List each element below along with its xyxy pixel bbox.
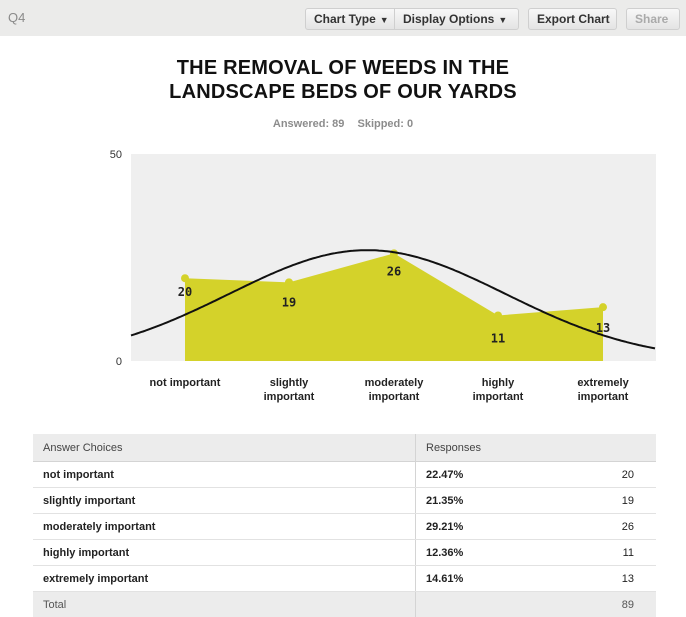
row-percent: 12.36% xyxy=(415,539,556,566)
total-label: Total xyxy=(33,591,416,617)
chevron-down-icon: ▼ xyxy=(379,15,389,25)
row-percent: 21.35% xyxy=(415,487,556,514)
response-stats: Answered: 89 Skipped: 0 xyxy=(0,118,686,130)
row-percent: 22.47% xyxy=(415,461,556,488)
table-row: slightly important 21.35% 19 xyxy=(33,487,656,514)
table-total-row: Total 89 xyxy=(33,591,656,617)
data-point xyxy=(285,278,293,287)
table-row: not important 22.47% 20 xyxy=(33,461,656,488)
data-label: 13 xyxy=(596,321,610,335)
data-point xyxy=(494,311,502,320)
table-header-row: Answer Choices Responses xyxy=(33,434,656,462)
x-tick-label: slightly xyxy=(270,377,309,389)
data-label: 11 xyxy=(491,331,505,345)
question-label: Q4 xyxy=(8,10,26,25)
row-count: 11 xyxy=(556,539,656,566)
table-row: highly important 12.36% 11 xyxy=(33,539,656,566)
x-tick-label: not important xyxy=(150,377,221,389)
chevron-down-icon: ▼ xyxy=(498,15,508,25)
row-percent: 14.61% xyxy=(415,565,556,592)
answered-count: Answered: 89 xyxy=(272,118,345,130)
data-label: 19 xyxy=(282,295,296,309)
row-choice: slightly important xyxy=(33,487,416,514)
x-tick-label: moderately xyxy=(365,377,425,389)
row-count: 19 xyxy=(556,487,656,514)
display-options-label: Display Options xyxy=(403,12,495,26)
row-choice: extremely important xyxy=(33,565,416,592)
x-tick-label: important xyxy=(578,391,629,403)
row-choice: highly important xyxy=(33,539,416,566)
chart-title-line1: THE REMOVAL OF WEEDS IN THE xyxy=(176,57,510,79)
y-tick-label: 0 xyxy=(116,356,122,368)
x-tick-label: highly xyxy=(482,377,515,389)
area-chart: 0 50 20 19 26 11 13 not important slightly import… xyxy=(110,149,656,403)
x-tick-label: important xyxy=(264,391,315,403)
x-tick-label: extremely xyxy=(577,377,629,389)
row-count: 26 xyxy=(556,513,656,540)
row-count: 20 xyxy=(556,461,656,488)
y-tick-label: 50 xyxy=(110,149,122,161)
total-spacer xyxy=(415,591,556,617)
toolbar: Q4 Chart Type ▼ Display Options ▼ Export C… xyxy=(0,0,686,36)
responses-table: Answer Choices Responses not important 2… xyxy=(33,434,656,617)
normal-curve xyxy=(130,249,656,350)
data-point xyxy=(599,303,607,312)
data-label: 20 xyxy=(178,285,192,299)
chart-title-line2: LANDSCAPE BEDS OF OUR YARDS xyxy=(169,81,517,103)
data-label: 26 xyxy=(387,264,401,278)
chart-type-label: Chart Type xyxy=(314,12,376,26)
x-tick-label: important xyxy=(473,391,524,403)
export-chart-button[interactable]: Export Chart xyxy=(528,8,617,30)
row-choice: moderately important xyxy=(33,513,416,540)
table-row: extremely important 14.61% 13 xyxy=(33,565,656,592)
data-point xyxy=(181,274,189,283)
area-series xyxy=(185,253,603,361)
row-count: 13 xyxy=(556,565,656,592)
header-answer-choices: Answer Choices xyxy=(33,434,416,462)
header-responses: Responses xyxy=(415,434,656,462)
total-value: 89 xyxy=(556,591,656,617)
chart-type-button[interactable]: Chart Type ▼ xyxy=(305,8,395,30)
chart-title: THE REMOVAL OF WEEDS IN THE LANDSCAPE BE… xyxy=(0,56,686,104)
row-choice: not important xyxy=(33,461,416,488)
display-options-button[interactable]: Display Options ▼ xyxy=(395,8,519,30)
row-percent: 29.21% xyxy=(415,513,556,540)
table-row: moderately important 29.21% 26 xyxy=(33,513,656,540)
skipped-count: Skipped: 0 xyxy=(357,118,414,130)
x-tick-label: important xyxy=(369,391,420,403)
share-button[interactable]: Share xyxy=(626,8,680,30)
